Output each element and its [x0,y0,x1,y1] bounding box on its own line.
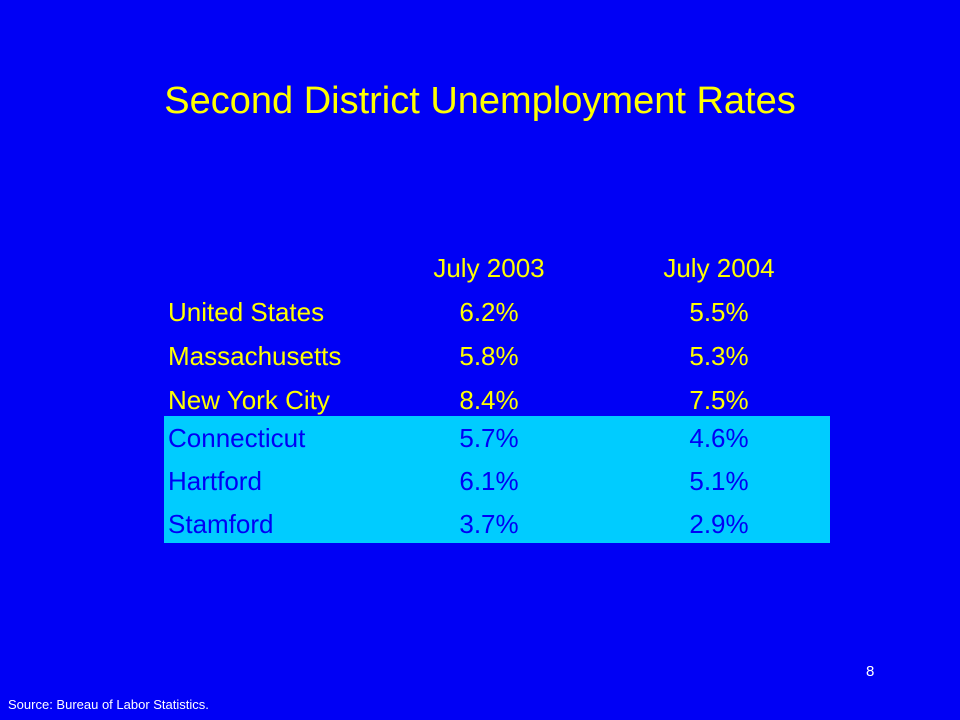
table-cell: 4.6% [689,423,749,453]
table-cell: 2.9% [689,509,749,539]
row-label: Connecticut [168,423,306,453]
table-cell: 5.7% [459,423,519,453]
slide-title: Second District Unemployment Rates [164,80,796,122]
highlight-box [164,416,830,543]
row-label: Stamford [168,509,274,539]
source-note: Source: Bureau of Labor Statistics. [8,697,209,712]
table-cell: 5.1% [689,466,749,496]
column-header: July 2004 [663,253,775,283]
table-cell: 3.7% [459,509,519,539]
table-cell: 5.8% [459,341,519,371]
row-label: Massachusetts [168,341,342,371]
row-label: Hartford [168,466,262,496]
table-cell: 6.1% [459,466,519,496]
row-label: New York City [168,385,330,415]
table-cell: 5.3% [689,341,749,371]
column-header: July 2003 [433,253,545,283]
row-label: United States [168,297,325,327]
table-cell: 8.4% [459,385,519,415]
table-cell: 5.5% [689,297,749,327]
table-cell: 7.5% [689,385,749,415]
table-cell: 6.2% [459,297,519,327]
page-number: 8 [866,663,875,680]
